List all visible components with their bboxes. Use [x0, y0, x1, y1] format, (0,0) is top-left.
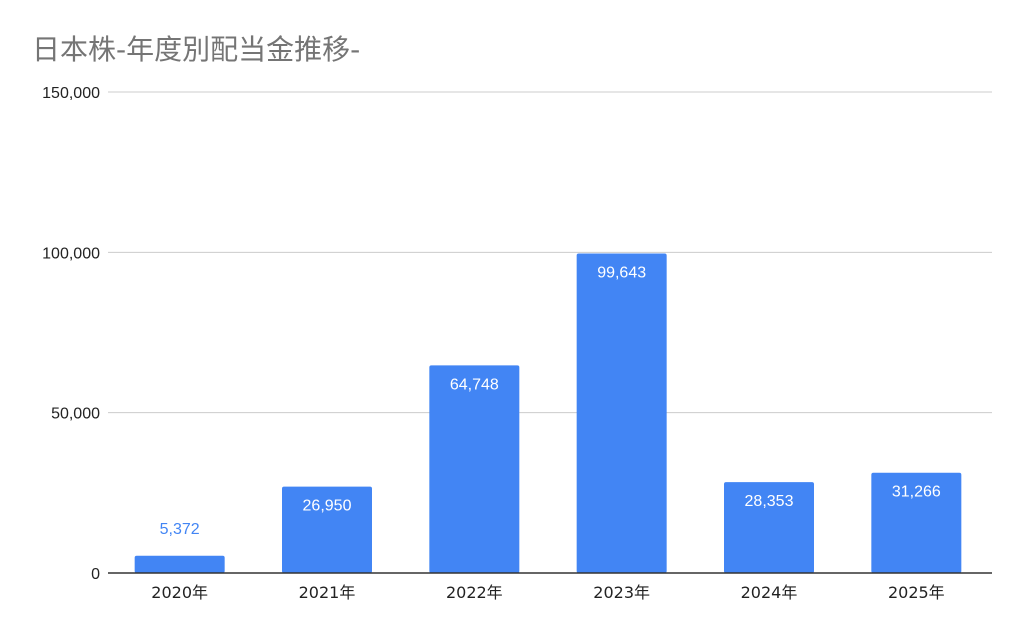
data-label: 64,748: [450, 376, 499, 393]
y-tick-label: 100,000: [42, 245, 100, 262]
bar: [282, 486, 372, 573]
gridlines: [108, 91, 992, 414]
bar: [724, 482, 814, 573]
data-label: 28,353: [745, 493, 794, 510]
y-tick-label: 150,000: [42, 85, 100, 102]
data-labels: 5,372 26,950 64,748 99,643 28,353 31,266: [160, 264, 941, 537]
x-category-label: 2025年: [888, 583, 945, 602]
data-label: 31,266: [892, 484, 941, 501]
bar: [429, 365, 520, 573]
chart-title: 日本株-年度別配当金推移-: [32, 33, 361, 66]
x-category-label: 2023年: [593, 583, 650, 602]
x-category-label: 2022年: [446, 583, 503, 602]
bar: [871, 472, 962, 573]
data-label: 5,372: [160, 521, 200, 538]
bar: [576, 253, 667, 573]
x-axis-category-labels: 2020年 2021年 2022年 2023年 2024年 2025年: [151, 583, 944, 602]
data-label: 26,950: [303, 498, 352, 515]
y-tick-label: 50,000: [51, 406, 100, 423]
bar: [134, 555, 225, 573]
bars: [134, 253, 962, 573]
y-axis-tick-labels: 0 50,000 100,000 150,000: [42, 85, 100, 583]
data-label: 99,643: [597, 264, 646, 281]
x-category-label: 2021年: [299, 583, 356, 602]
x-category-label: 2024年: [741, 583, 798, 602]
y-tick-label: 0: [91, 566, 100, 583]
x-category-label: 2020年: [151, 583, 208, 602]
